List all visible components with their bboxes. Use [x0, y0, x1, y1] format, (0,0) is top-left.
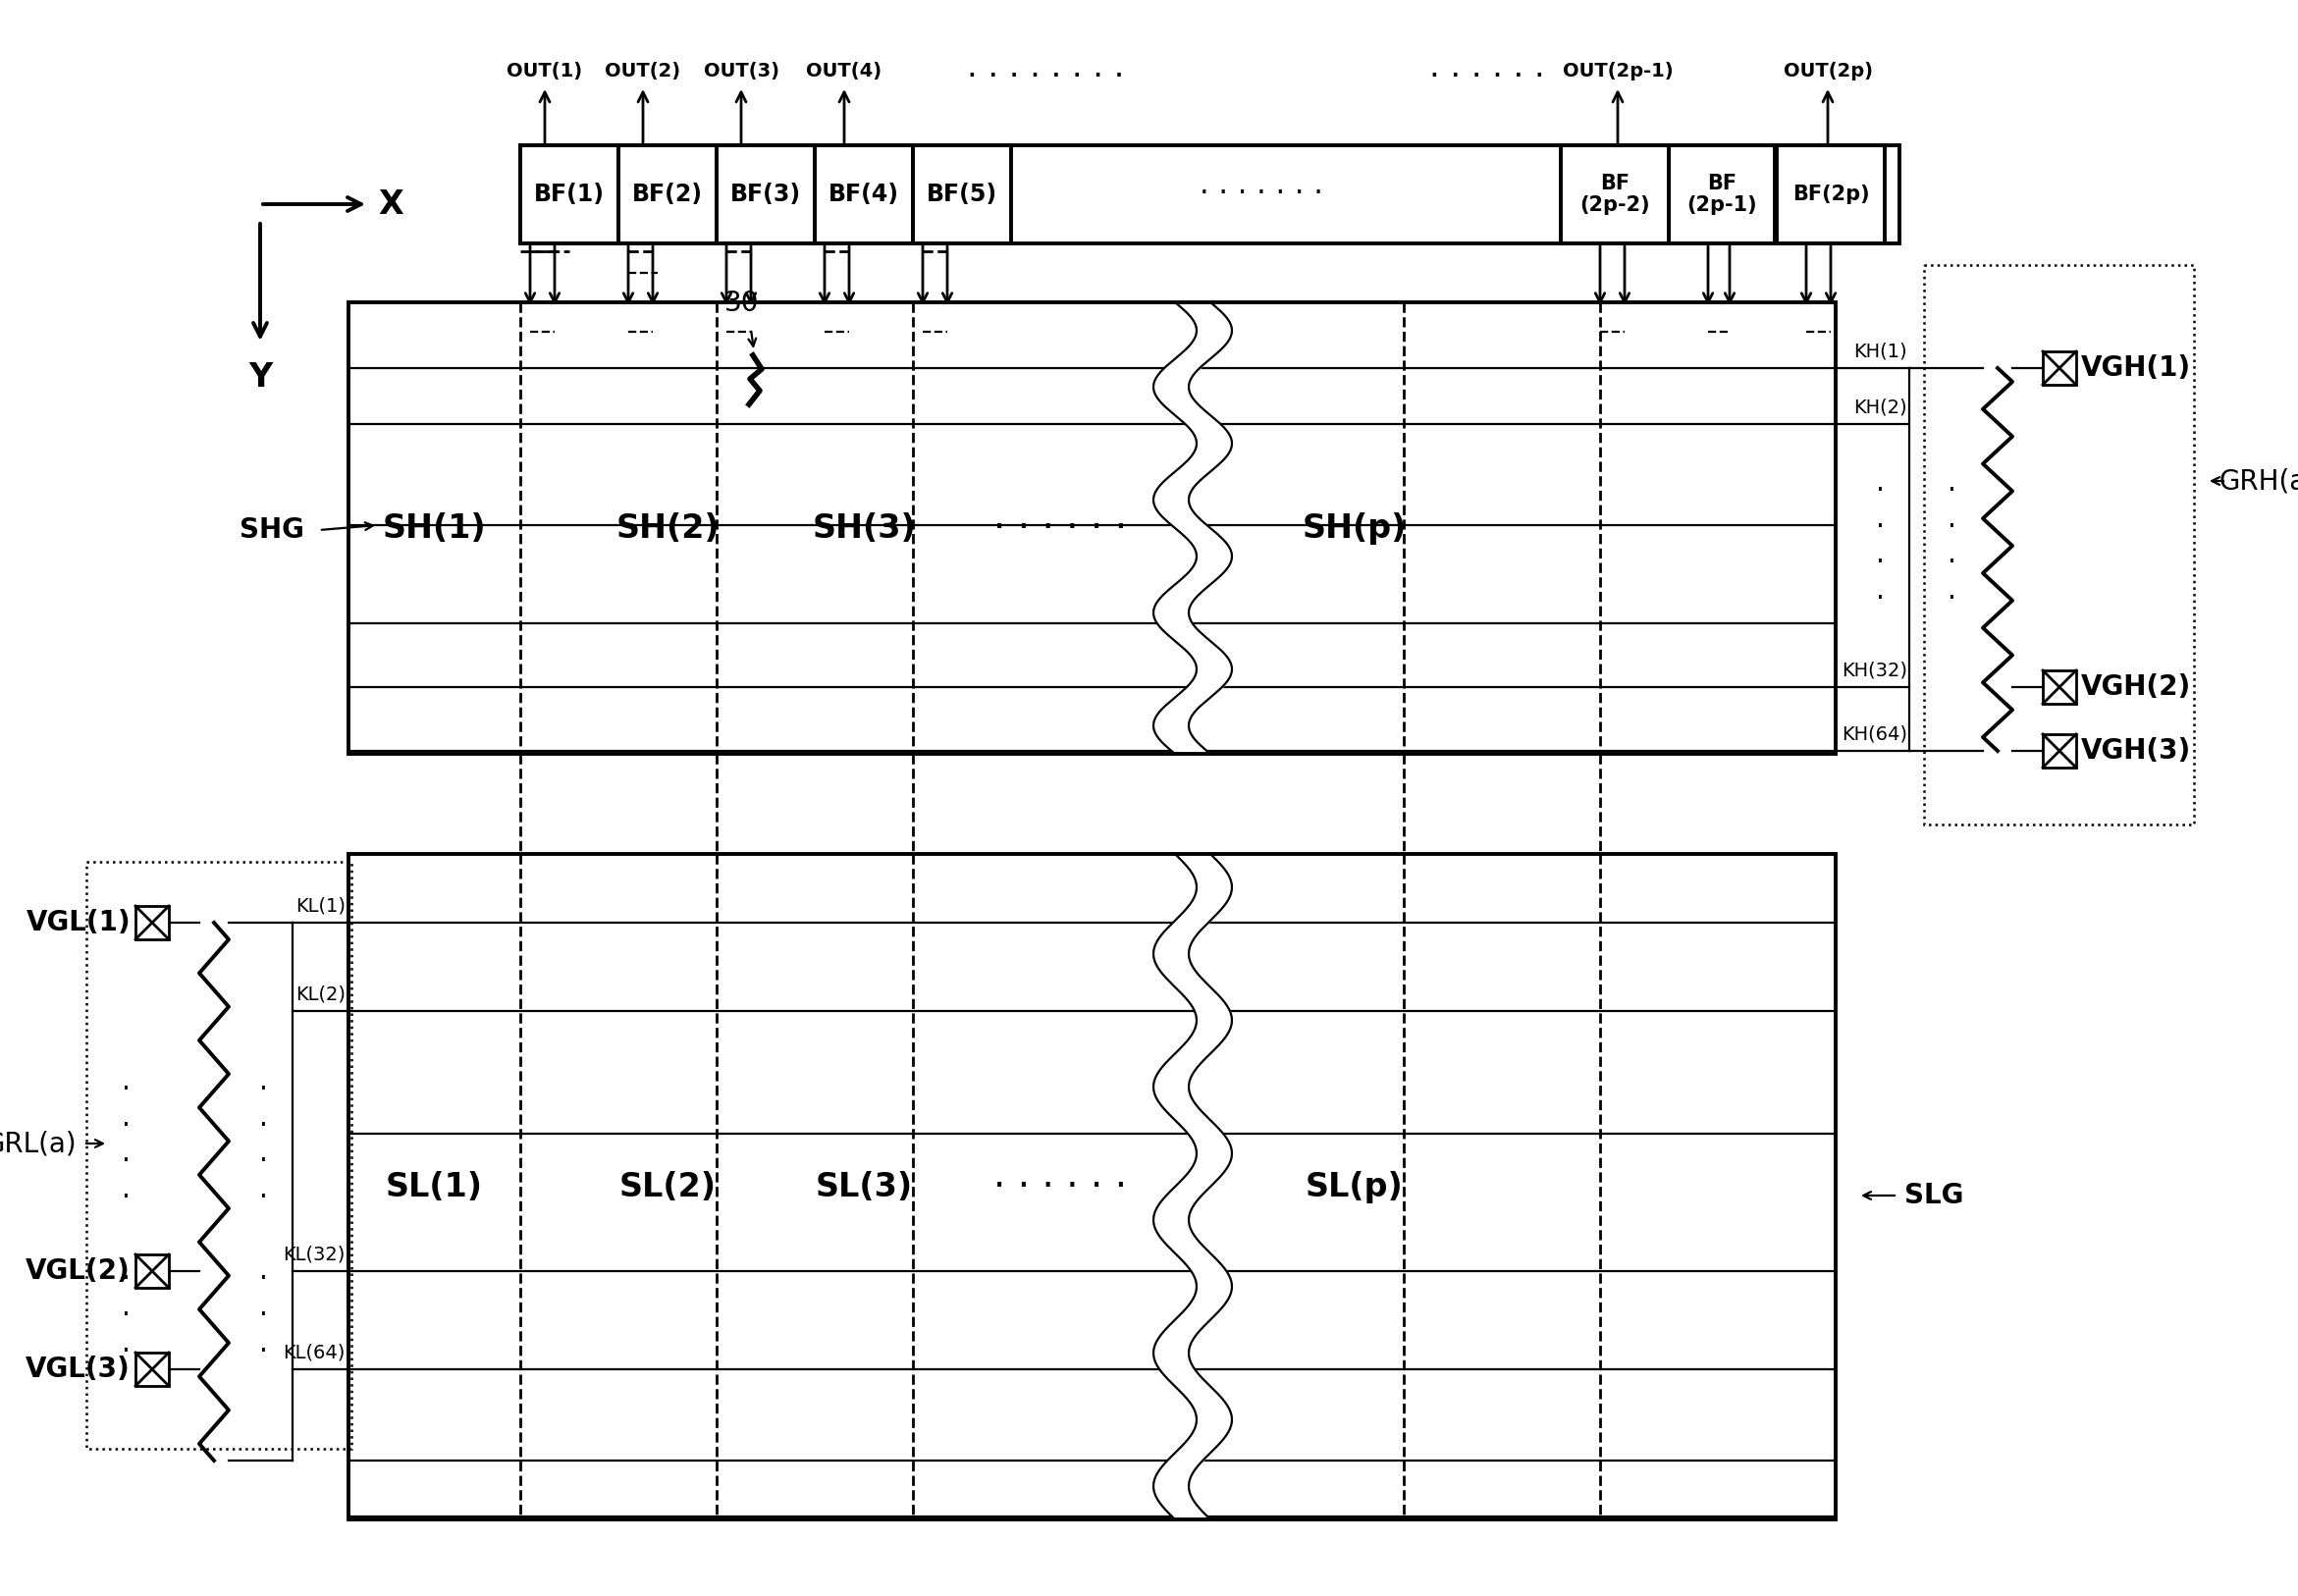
Text: SL(2): SL(2): [618, 1170, 717, 1203]
Text: KL(64): KL(64): [283, 1342, 345, 1361]
Text: SHG: SHG: [239, 516, 303, 544]
Text: VGH(2): VGH(2): [2082, 674, 2192, 701]
Text: SH(2): SH(2): [616, 512, 719, 544]
Text: GRH(a): GRH(a): [2218, 468, 2298, 495]
Text: 30: 30: [724, 289, 758, 318]
Text: · · · · · ·: · · · · · ·: [993, 1168, 1126, 1205]
Text: BF(3): BF(3): [731, 182, 802, 206]
Bar: [816, 145, 912, 244]
Text: OUT(1): OUT(1): [508, 62, 584, 80]
Text: OUT(4): OUT(4): [807, 62, 882, 80]
Text: · · · · · ·: · · · · · ·: [993, 509, 1126, 547]
Text: SH(p): SH(p): [1303, 512, 1406, 544]
Text: SL(1): SL(1): [386, 1170, 483, 1203]
Text: VGL(2): VGL(2): [25, 1258, 131, 1285]
Bar: [136, 1352, 168, 1385]
Text: KH(64): KH(64): [1841, 725, 1907, 744]
Text: · · · · · · ·: · · · · · · ·: [1200, 180, 1324, 209]
Text: VGH(3): VGH(3): [2082, 737, 2192, 764]
Bar: [136, 907, 168, 940]
Bar: [349, 854, 1836, 1519]
Text: KH(32): KH(32): [1841, 661, 1907, 680]
Text: VGL(1): VGL(1): [25, 908, 131, 937]
Bar: [349, 302, 1836, 753]
Text: BF
(2p-2): BF (2p-2): [1579, 174, 1650, 215]
Text: GRL(a): GRL(a): [0, 1130, 76, 1157]
Text: X: X: [377, 188, 402, 220]
Bar: [912, 145, 1011, 244]
Text: ·
·
·: · · ·: [260, 1266, 267, 1365]
Text: SL(p): SL(p): [1305, 1170, 1404, 1203]
Text: VGH(1): VGH(1): [2082, 354, 2190, 381]
Text: SH(1): SH(1): [381, 512, 487, 544]
Bar: [618, 145, 717, 244]
Bar: [1668, 145, 1774, 244]
Bar: [2043, 734, 2075, 768]
Bar: [519, 145, 1900, 244]
Text: BF(5): BF(5): [926, 182, 997, 206]
Text: KH(1): KH(1): [1854, 342, 1907, 361]
Text: BF(2p): BF(2p): [1792, 185, 1868, 204]
Text: BF
(2p-1): BF (2p-1): [1687, 174, 1758, 215]
Text: ·
·
·
·: · · · ·: [1875, 477, 1884, 613]
Bar: [2043, 670, 2075, 704]
Text: KL(2): KL(2): [296, 985, 345, 1004]
Text: KH(2): KH(2): [1854, 397, 1907, 417]
Bar: [1560, 145, 1668, 244]
Bar: [1923, 265, 2195, 825]
Text: BF(2): BF(2): [632, 182, 703, 206]
Text: SLG: SLG: [1905, 1181, 1962, 1210]
Text: SH(3): SH(3): [811, 512, 915, 544]
Bar: [1776, 145, 1884, 244]
Text: BF(1): BF(1): [533, 182, 604, 206]
Text: BF(4): BF(4): [830, 182, 899, 206]
Bar: [87, 862, 352, 1449]
Text: Y: Y: [248, 361, 271, 394]
Bar: [136, 1254, 168, 1288]
Text: ·
·
·
·: · · · ·: [1946, 477, 1956, 613]
Text: · · · · · · · ·: · · · · · · · ·: [967, 61, 1124, 93]
Bar: [2043, 351, 2075, 385]
Text: KL(32): KL(32): [283, 1245, 345, 1264]
Text: VGL(3): VGL(3): [25, 1355, 131, 1384]
Text: · · · · · ·: · · · · · ·: [1429, 61, 1544, 93]
Text: OUT(2p): OUT(2p): [1783, 62, 1873, 80]
Bar: [519, 145, 618, 244]
Text: SL(3): SL(3): [816, 1170, 912, 1203]
Text: ·
·
·
·: · · · ·: [122, 1076, 131, 1211]
Text: OUT(2p-1): OUT(2p-1): [1563, 62, 1673, 80]
Text: OUT(2): OUT(2): [604, 62, 680, 80]
Text: KL(1): KL(1): [296, 897, 345, 915]
Text: ·
·
·
·: · · · ·: [260, 1076, 267, 1211]
Text: OUT(3): OUT(3): [703, 62, 779, 80]
Bar: [717, 145, 816, 244]
Text: ·
·
·: · · ·: [122, 1266, 131, 1365]
